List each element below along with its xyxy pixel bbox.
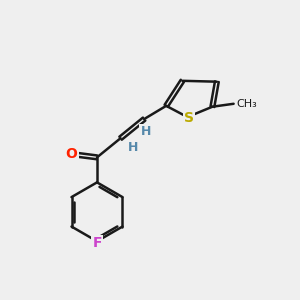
Text: H: H (128, 141, 138, 154)
Text: S: S (184, 112, 194, 125)
Text: H: H (140, 125, 151, 138)
Text: O: O (66, 147, 78, 161)
Text: CH₃: CH₃ (236, 99, 257, 109)
Text: F: F (92, 236, 102, 250)
